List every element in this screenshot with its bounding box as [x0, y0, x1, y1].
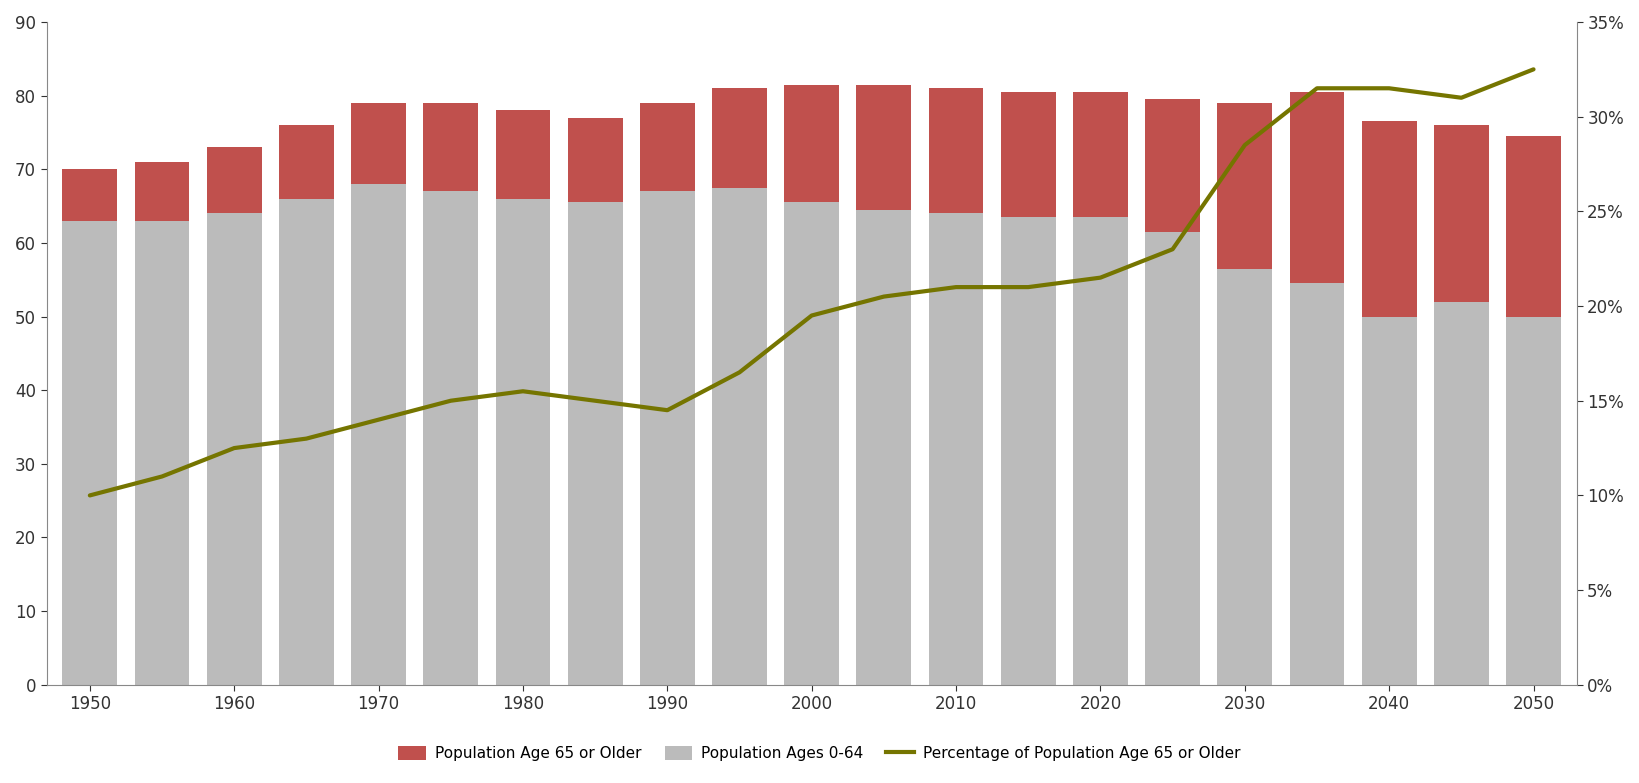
Percentage of Population Age 65 or Older	[80, 491, 100, 500]
Bar	[857, 85, 911, 210]
Percentage of Population Age 65 or Older	[729, 368, 749, 377]
Bar	[351, 103, 406, 184]
Percentage of Population Age 65 or Older	[441, 396, 461, 406]
Percentage of Population Age 65 or Older	[946, 283, 965, 292]
Bar	[279, 125, 334, 199]
Percentage of Population Age 65 or Older	[152, 472, 172, 482]
Bar	[783, 85, 839, 203]
Bar	[1001, 92, 1056, 217]
Percentage of Population Age 65 or Older	[369, 415, 388, 424]
Bar	[711, 188, 767, 685]
Percentage of Population Age 65 or Older	[1018, 283, 1037, 292]
Bar	[1434, 125, 1488, 301]
Bar	[495, 199, 551, 685]
Bar	[423, 191, 479, 685]
Bar	[1362, 316, 1416, 685]
Bar	[62, 169, 118, 221]
Percentage of Population Age 65 or Older	[513, 387, 533, 396]
Bar	[1074, 217, 1128, 685]
Bar	[1218, 103, 1272, 269]
Bar	[1434, 301, 1488, 685]
Bar	[423, 103, 479, 191]
Bar	[207, 147, 262, 214]
Bar	[567, 117, 623, 203]
Bar	[62, 221, 118, 685]
Bar	[1290, 283, 1344, 685]
Bar	[1506, 316, 1560, 685]
Percentage of Population Age 65 or Older	[874, 292, 893, 301]
Percentage of Population Age 65 or Older	[1452, 93, 1472, 103]
Bar	[1506, 136, 1560, 316]
Percentage of Population Age 65 or Older	[1524, 65, 1544, 74]
Bar	[134, 162, 190, 221]
Bar	[207, 214, 262, 685]
Percentage of Population Age 65 or Older	[585, 396, 605, 406]
Percentage of Population Age 65 or Older	[297, 434, 316, 443]
Percentage of Population Age 65 or Older	[1234, 140, 1254, 150]
Bar	[1362, 121, 1416, 316]
Bar	[1001, 217, 1056, 685]
Percentage of Population Age 65 or Older	[1090, 273, 1110, 283]
Bar	[929, 214, 983, 685]
Bar	[134, 221, 190, 685]
Percentage of Population Age 65 or Older	[1380, 84, 1400, 93]
Bar	[495, 110, 551, 199]
Legend: Population Age 65 or Older, Population Ages 0-64, Percentage of Population Age 6: Population Age 65 or Older, Population A…	[392, 740, 1247, 767]
Bar	[351, 184, 406, 685]
Bar	[639, 191, 695, 685]
Bar	[857, 210, 911, 685]
Percentage of Population Age 65 or Older	[801, 311, 821, 320]
Bar	[1146, 99, 1200, 232]
Bar	[1074, 92, 1128, 217]
Bar	[1218, 269, 1272, 685]
Bar	[929, 88, 983, 214]
Bar	[639, 103, 695, 191]
Bar	[279, 199, 334, 685]
Percentage of Population Age 65 or Older	[657, 406, 677, 415]
Bar	[1290, 92, 1344, 283]
Bar	[711, 88, 767, 188]
Percentage of Population Age 65 or Older	[1162, 244, 1182, 254]
Bar	[567, 203, 623, 685]
Percentage of Population Age 65 or Older	[225, 443, 244, 453]
Bar	[783, 203, 839, 685]
Percentage of Population Age 65 or Older	[1308, 84, 1328, 93]
Line: Percentage of Population Age 65 or Older: Percentage of Population Age 65 or Older	[90, 70, 1534, 496]
Bar	[1146, 232, 1200, 685]
